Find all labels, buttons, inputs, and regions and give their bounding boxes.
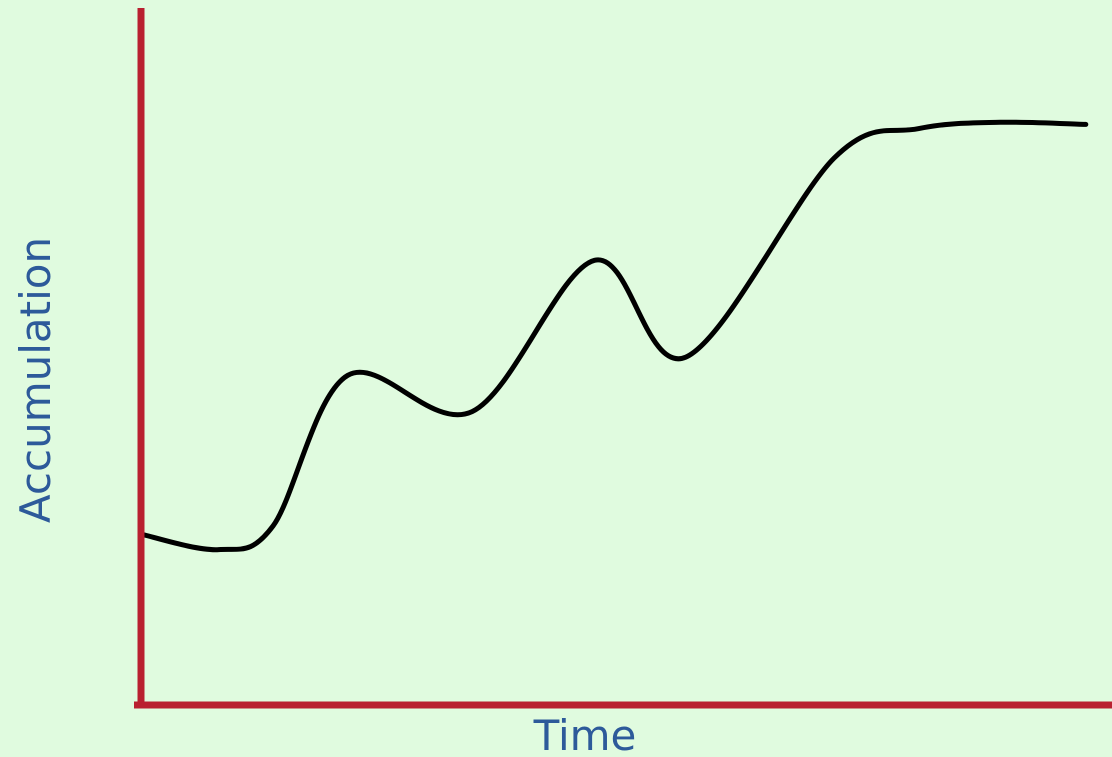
- series-line-0: [138, 119, 1089, 553]
- x-axis-title: Time: [533, 711, 637, 757]
- plot-area: [138, 119, 1089, 553]
- y-axis-title: Accumulation: [11, 237, 60, 523]
